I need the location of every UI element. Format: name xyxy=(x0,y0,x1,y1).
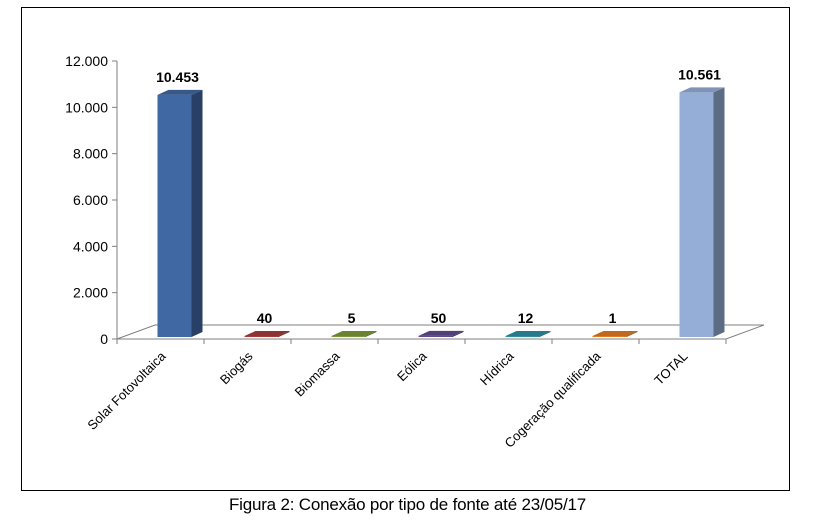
y-tick-label: 0 xyxy=(100,331,108,347)
bar xyxy=(592,336,627,337)
data-label: 40 xyxy=(257,310,273,326)
bar-top xyxy=(418,330,464,336)
bar-chart: 0 2.000 4.000 6.000 8.000 10.000 12.000 10.453… xyxy=(65,53,765,451)
bar xyxy=(679,92,714,338)
bar-top xyxy=(592,331,638,336)
y-tick-label: 2.000 xyxy=(73,285,108,301)
y-tick-label: 10.000 xyxy=(65,99,108,115)
category-label: Biomassa xyxy=(292,348,344,400)
category-label: Biogás xyxy=(217,348,256,387)
bar-side xyxy=(191,89,203,337)
bar-side xyxy=(539,331,551,337)
chart-frame: 0 2.000 4.000 6.000 8.000 10.000 12.000 10.453… xyxy=(21,7,790,491)
category-label: Solar Fotovoltaica xyxy=(84,348,169,433)
bar-top xyxy=(331,331,377,336)
category-label: Cogeração qualificada xyxy=(502,348,605,451)
data-label: 10.561 xyxy=(678,66,721,82)
bar xyxy=(157,94,192,337)
bar-layer xyxy=(157,87,725,338)
bar-side xyxy=(452,330,464,337)
data-label: 1 xyxy=(609,310,617,326)
bar-side xyxy=(278,331,290,337)
bar-side xyxy=(713,87,725,338)
figure-caption: Figura 2: Conexão por tipo de fonte até … xyxy=(228,495,587,514)
bar xyxy=(331,336,366,337)
bar-side xyxy=(626,331,638,337)
data-label: 10.453 xyxy=(156,69,199,85)
category-label: Hídrica xyxy=(477,348,517,388)
data-label: 50 xyxy=(431,310,447,326)
bar-top xyxy=(157,89,203,95)
data-label: 12 xyxy=(518,310,534,326)
bar xyxy=(418,335,453,337)
category-label: TOTAL xyxy=(651,349,690,388)
bar-top xyxy=(505,331,551,336)
y-tick-label: 8.000 xyxy=(73,146,108,162)
category-label: Eólica xyxy=(394,348,430,384)
data-label: 5 xyxy=(348,310,356,326)
bar-side xyxy=(365,331,377,337)
bar-top xyxy=(679,87,725,93)
y-tick-label: 6.000 xyxy=(73,192,108,208)
y-tick-label: 4.000 xyxy=(73,238,108,254)
y-tick-label: 12.000 xyxy=(65,53,108,69)
bar xyxy=(244,336,279,337)
bar-top xyxy=(244,331,290,336)
bar xyxy=(505,336,540,337)
